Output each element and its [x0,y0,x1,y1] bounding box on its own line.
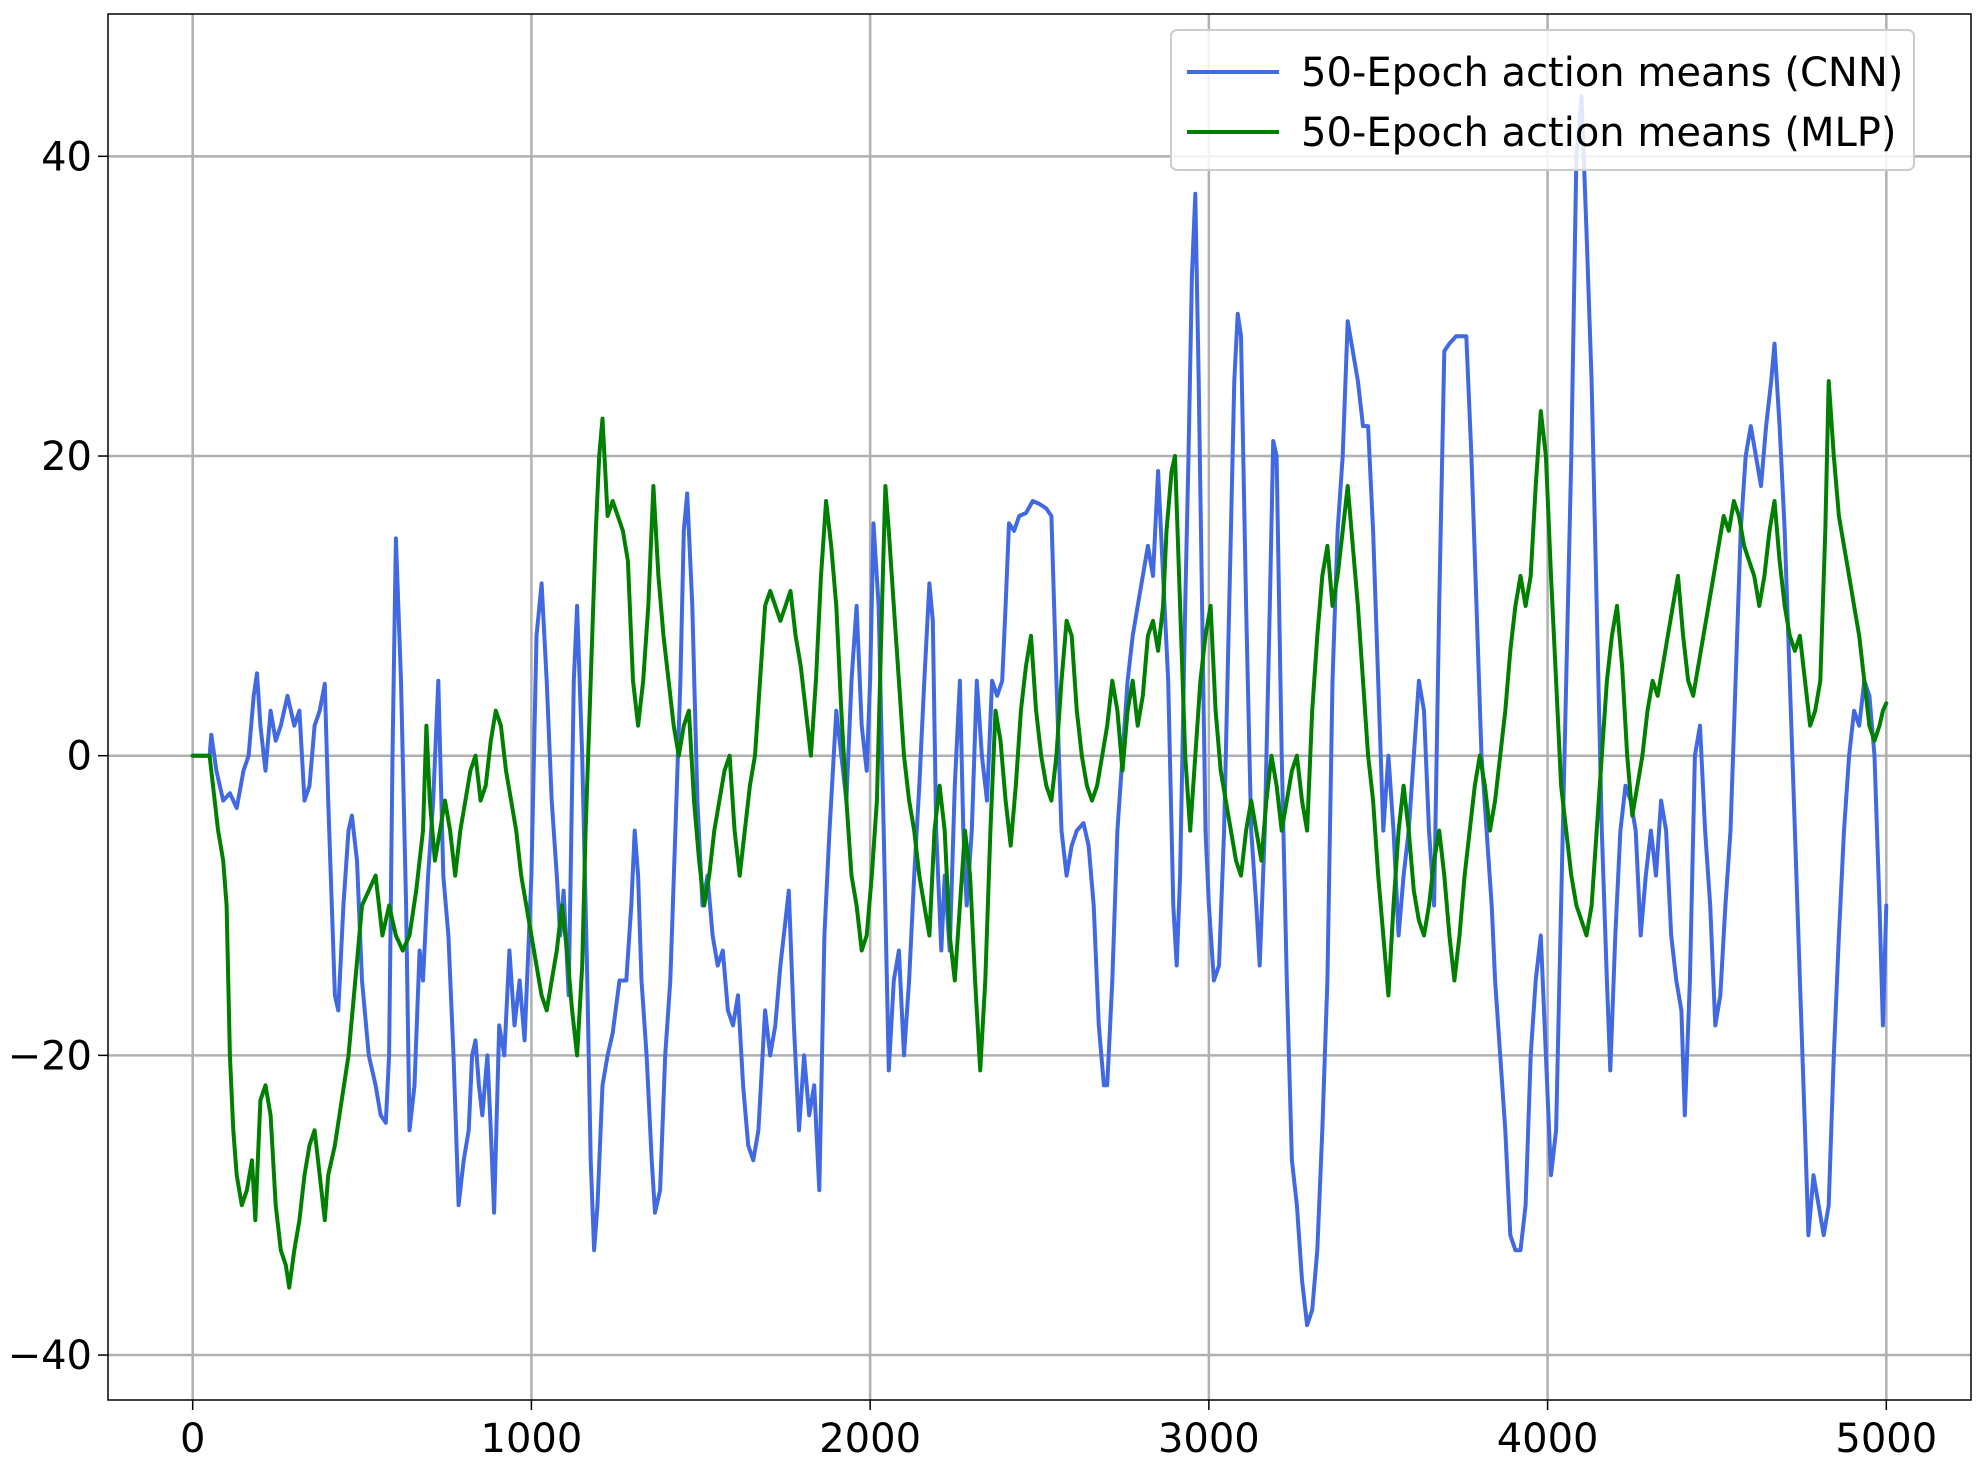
x-tick-label: 1000 [481,1416,583,1461]
y-tick-label: 20 [41,434,92,480]
legend: 50-Epoch action means (CNN) 50-Epoch acti… [1170,29,1915,171]
x-tick-label: 3000 [1158,1416,1260,1461]
axis-ticks: 0 1000 2000 3000 4000 5000 −40 −20 0 20 40 [8,134,1938,1461]
series-layer [190,94,1889,1328]
y-tick-label: 40 [41,134,92,180]
series-line-cnn [190,94,1889,1328]
x-tick-label: 5000 [1835,1416,1937,1461]
y-tick-label: −40 [8,1333,92,1379]
x-tick-label: 4000 [1497,1416,1599,1461]
x-tick-label: 2000 [819,1416,921,1461]
legend-label: 50-Epoch action means (MLP) [1301,110,1897,156]
y-tick-label: 0 [67,734,92,780]
grid-lines [108,14,1971,1400]
series-line-mlp [190,379,1889,1290]
legend-box [1170,29,1915,171]
legend-label: 50-Epoch action means (CNN) [1301,50,1903,96]
y-tick-label: −20 [8,1033,92,1079]
x-tick-label: 0 [180,1416,205,1461]
plot-frame [107,13,1972,1401]
